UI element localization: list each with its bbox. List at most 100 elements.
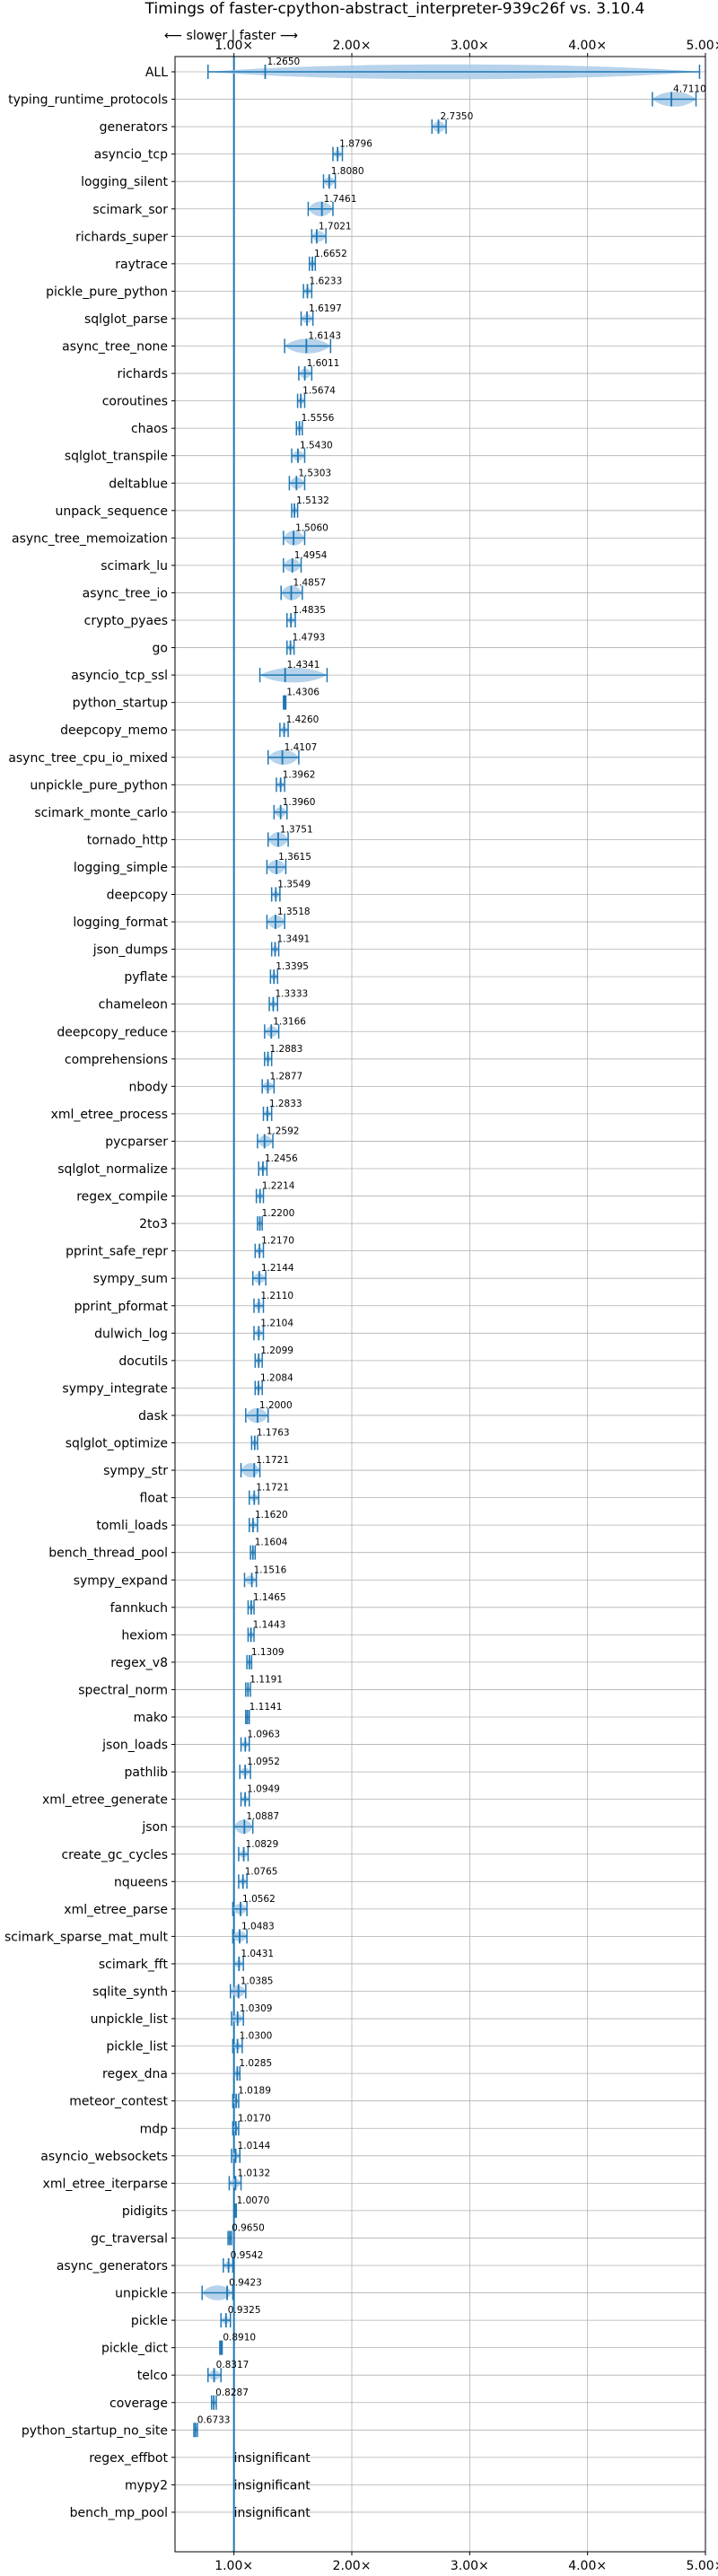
benchmark-label: async_generators: [57, 2259, 168, 2274]
value-label: 0.8287: [215, 2388, 249, 2398]
benchmark-label: docutils: [118, 1354, 168, 1369]
value-label: 2.7350: [441, 111, 474, 122]
x-tick-label-bottom: 4.00×: [568, 2559, 607, 2573]
benchmark-label: regex_v8: [110, 1656, 168, 1670]
value-label: 1.1465: [253, 1592, 286, 1603]
benchmark-label: scimark_lu: [101, 559, 168, 574]
value-label: 1.2084: [260, 1372, 293, 1383]
benchmark-label: pyflate: [124, 970, 168, 985]
benchmark-label: unpickle_pure_python: [30, 778, 168, 793]
value-label: 1.0765: [245, 1866, 278, 1877]
benchmark-label: sympy_str: [103, 1464, 168, 1478]
benchmark-label: pidigits: [122, 2204, 168, 2219]
x-tick-label-bottom: 3.00×: [451, 2559, 489, 2573]
value-label: 0.9542: [231, 2250, 264, 2261]
benchmark-label: pickle_pure_python: [46, 285, 168, 299]
value-label: 1.0829: [246, 1839, 279, 1850]
benchmark-label: pickle: [131, 2314, 168, 2328]
benchmark-label: xml_etree_iterparse: [43, 2177, 168, 2191]
benchmark-label: pprint_safe_repr: [66, 1245, 168, 1259]
x-tick-label-top: 3.00×: [451, 39, 489, 53]
benchmark-label: asyncio_tcp: [94, 148, 168, 162]
benchmark-label: python_startup: [73, 697, 168, 711]
benchmark-label: pickle_list: [106, 2040, 168, 2055]
value-label: 1.4857: [293, 577, 326, 588]
benchmark-label: async_tree_none: [62, 340, 168, 355]
benchmark-label: ALL: [145, 66, 168, 80]
value-label: 1.2099: [260, 1345, 293, 1356]
insignificant-label: insignificant: [234, 2506, 311, 2520]
benchmark-label: typing_runtime_protocols: [8, 93, 168, 108]
benchmark-label: asyncio_tcp_ssl: [71, 669, 168, 683]
value-label: 1.3549: [277, 880, 311, 890]
benchmark-label: chaos: [131, 422, 168, 436]
benchmark-label: dulwich_log: [94, 1327, 168, 1341]
value-label: 1.3960: [283, 797, 316, 808]
benchmark-label: telco: [137, 2369, 168, 2383]
value-label: 1.2110: [260, 1291, 293, 1301]
value-label: 1.0483: [241, 1921, 275, 1932]
benchmark-label: sqlglot_normalize: [57, 1162, 168, 1177]
value-label: 1.0963: [247, 1730, 280, 1740]
value-label: 1.1721: [256, 1483, 289, 1494]
benchmark-label: logging_format: [73, 916, 168, 930]
value-label: 1.0189: [238, 2086, 271, 2097]
value-label: 1.3615: [278, 852, 311, 863]
benchmark-label: nbody: [129, 1080, 169, 1094]
value-label: 1.0562: [242, 1894, 276, 1905]
value-label: 1.4260: [286, 714, 320, 725]
benchmark-label: mako: [134, 1711, 168, 1725]
value-label: 1.6233: [310, 276, 343, 286]
value-label: 1.0300: [240, 2031, 273, 2042]
benchmark-label: go: [153, 642, 168, 656]
benchmark-label: richards: [118, 367, 169, 381]
marks-layer: [193, 57, 701, 2552]
value-label: 1.6143: [308, 331, 341, 342]
benchmark-label: logging_simple: [74, 861, 168, 875]
value-label: 1.2000: [259, 1400, 293, 1411]
value-label: 1.0949: [247, 1784, 280, 1795]
benchmark-label: float: [140, 1492, 169, 1506]
value-label: 1.0170: [238, 2113, 271, 2124]
value-label: 1.1721: [256, 1455, 289, 1466]
benchmark-label: scimark_fft: [99, 1958, 169, 1972]
benchmark-label: sympy_integrate: [62, 1381, 168, 1396]
benchmark-label: json_loads: [101, 1739, 168, 1753]
value-label: 1.6197: [309, 303, 342, 314]
x-tick-label-bottom: 1.00×: [215, 2559, 253, 2573]
value-label: 1.2883: [270, 1044, 303, 1055]
benchmark-label: comprehensions: [65, 1053, 168, 1067]
benchmark-label: sqlglot_parse: [84, 312, 168, 327]
value-label: 1.3166: [273, 1016, 306, 1027]
benchmark-label: sqlglot_optimize: [66, 1437, 168, 1451]
value-label: 1.3333: [275, 989, 308, 1000]
benchmark-label: mdp: [140, 2122, 169, 2136]
value-label: 1.5303: [298, 468, 331, 478]
value-label: 1.2877: [269, 1071, 302, 1082]
benchmark-label: python_startup_no_site: [22, 2423, 168, 2438]
benchmark-label: generators: [100, 120, 168, 135]
value-label: 1.1763: [257, 1428, 290, 1439]
value-label: 1.4835: [293, 605, 326, 616]
benchmark-label: scimark_sparse_mat_mult: [4, 1930, 168, 1944]
benchmark-label: async_tree_cpu_io_mixed: [8, 751, 168, 766]
value-label: 1.1516: [254, 1564, 287, 1575]
benchmark-label: gc_traversal: [91, 2231, 168, 2246]
benchmark-label: bench_mp_pool: [70, 2506, 168, 2520]
benchmark-label: coverage: [109, 2396, 168, 2411]
direction-label: ⟵ slower | faster ⟶: [164, 29, 298, 43]
benchmark-label: sympy_expand: [74, 1573, 168, 1588]
benchmark-label: fannkuch: [110, 1601, 168, 1616]
benchmark-label: deepcopy: [107, 889, 168, 903]
benchmark-label: regex_effbot: [89, 2451, 168, 2466]
benchmark-label: unpack_sequence: [56, 504, 168, 519]
value-label: 1.8080: [331, 166, 364, 177]
chart-title: Timings of faster-cpython-abstract_inter…: [144, 0, 645, 18]
value-label: 1.4793: [293, 633, 326, 644]
value-label: 1.7461: [324, 194, 357, 205]
benchmark-label: deepcopy_memo: [60, 723, 168, 738]
benchmark-label: meteor_contest: [69, 2095, 168, 2109]
benchmark-label: pathlib: [125, 1766, 169, 1780]
x-tick-label-top: 5.00×: [687, 39, 718, 53]
